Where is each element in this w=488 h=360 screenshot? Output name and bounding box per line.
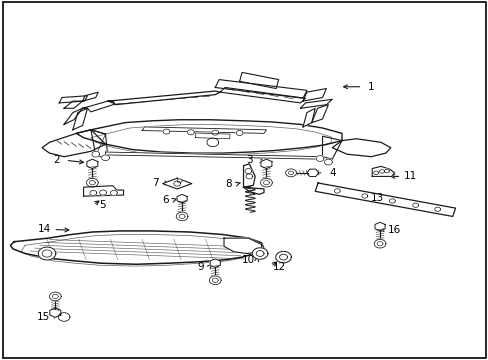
Text: 14: 14 [38, 225, 51, 234]
Polygon shape [215, 80, 306, 98]
Text: 9: 9 [197, 262, 203, 272]
Polygon shape [92, 151, 100, 157]
Polygon shape [322, 136, 341, 159]
Polygon shape [211, 130, 218, 135]
Text: 10: 10 [242, 255, 254, 265]
Polygon shape [224, 238, 261, 253]
Polygon shape [243, 164, 255, 187]
Polygon shape [50, 308, 61, 318]
Text: 7: 7 [152, 178, 159, 188]
Polygon shape [195, 133, 229, 139]
Polygon shape [373, 171, 378, 175]
Polygon shape [331, 139, 390, 157]
Polygon shape [373, 239, 385, 248]
Polygon shape [100, 190, 106, 195]
Polygon shape [179, 214, 184, 219]
Polygon shape [42, 250, 52, 257]
Polygon shape [316, 156, 324, 161]
Polygon shape [89, 180, 95, 185]
Text: 12: 12 [272, 262, 285, 272]
Text: 8: 8 [225, 179, 232, 189]
Polygon shape [361, 194, 367, 198]
Polygon shape [87, 159, 98, 168]
Polygon shape [263, 180, 269, 185]
Text: 5: 5 [99, 200, 105, 210]
Polygon shape [384, 169, 388, 173]
Text: 13: 13 [370, 193, 383, 203]
Polygon shape [239, 72, 278, 89]
Polygon shape [306, 169, 318, 176]
Polygon shape [374, 222, 385, 231]
Polygon shape [434, 207, 440, 211]
Text: 4: 4 [328, 168, 335, 178]
Polygon shape [102, 155, 109, 161]
Polygon shape [173, 181, 180, 186]
Polygon shape [285, 169, 296, 177]
Polygon shape [142, 127, 266, 134]
Polygon shape [371, 166, 394, 176]
Polygon shape [245, 174, 252, 179]
Polygon shape [236, 131, 243, 135]
Polygon shape [162, 178, 191, 189]
Polygon shape [279, 254, 287, 260]
Polygon shape [110, 190, 117, 195]
Polygon shape [252, 248, 267, 259]
Polygon shape [303, 89, 326, 101]
Polygon shape [176, 212, 187, 221]
Polygon shape [334, 189, 340, 193]
Polygon shape [64, 101, 82, 108]
Polygon shape [83, 186, 123, 196]
Polygon shape [412, 203, 418, 207]
Polygon shape [82, 101, 115, 112]
Polygon shape [108, 91, 220, 105]
Polygon shape [206, 138, 218, 147]
Polygon shape [49, 292, 61, 301]
Polygon shape [244, 168, 251, 174]
Polygon shape [82, 92, 98, 101]
Polygon shape [210, 259, 220, 267]
Polygon shape [300, 99, 331, 108]
Text: 3: 3 [245, 155, 252, 165]
Polygon shape [177, 179, 182, 183]
Polygon shape [243, 187, 264, 194]
Polygon shape [64, 108, 82, 125]
Polygon shape [187, 130, 194, 135]
Polygon shape [90, 190, 97, 195]
Polygon shape [315, 183, 455, 216]
Text: 16: 16 [387, 225, 401, 235]
Polygon shape [324, 159, 331, 165]
Polygon shape [256, 251, 264, 256]
Polygon shape [220, 87, 305, 103]
Polygon shape [38, 247, 56, 260]
Polygon shape [261, 159, 271, 168]
Polygon shape [59, 96, 87, 103]
Polygon shape [303, 108, 315, 127]
Text: 1: 1 [367, 82, 374, 92]
Polygon shape [52, 294, 58, 298]
Polygon shape [388, 199, 394, 203]
Polygon shape [91, 130, 108, 158]
Polygon shape [209, 276, 221, 284]
Polygon shape [163, 129, 169, 134]
Polygon shape [86, 178, 98, 187]
Polygon shape [275, 251, 291, 263]
Polygon shape [58, 313, 70, 321]
Polygon shape [260, 178, 272, 187]
Polygon shape [73, 108, 87, 130]
Text: 6: 6 [162, 195, 168, 205]
Polygon shape [177, 194, 187, 203]
Polygon shape [311, 105, 328, 123]
Text: 11: 11 [403, 171, 416, 181]
Polygon shape [42, 130, 105, 157]
Polygon shape [105, 152, 322, 159]
Polygon shape [288, 171, 293, 175]
Text: 2: 2 [53, 155, 60, 165]
Polygon shape [379, 170, 384, 173]
Polygon shape [76, 120, 341, 153]
Text: 15: 15 [37, 312, 50, 322]
Polygon shape [212, 278, 218, 282]
Polygon shape [376, 242, 382, 246]
Polygon shape [10, 231, 264, 264]
